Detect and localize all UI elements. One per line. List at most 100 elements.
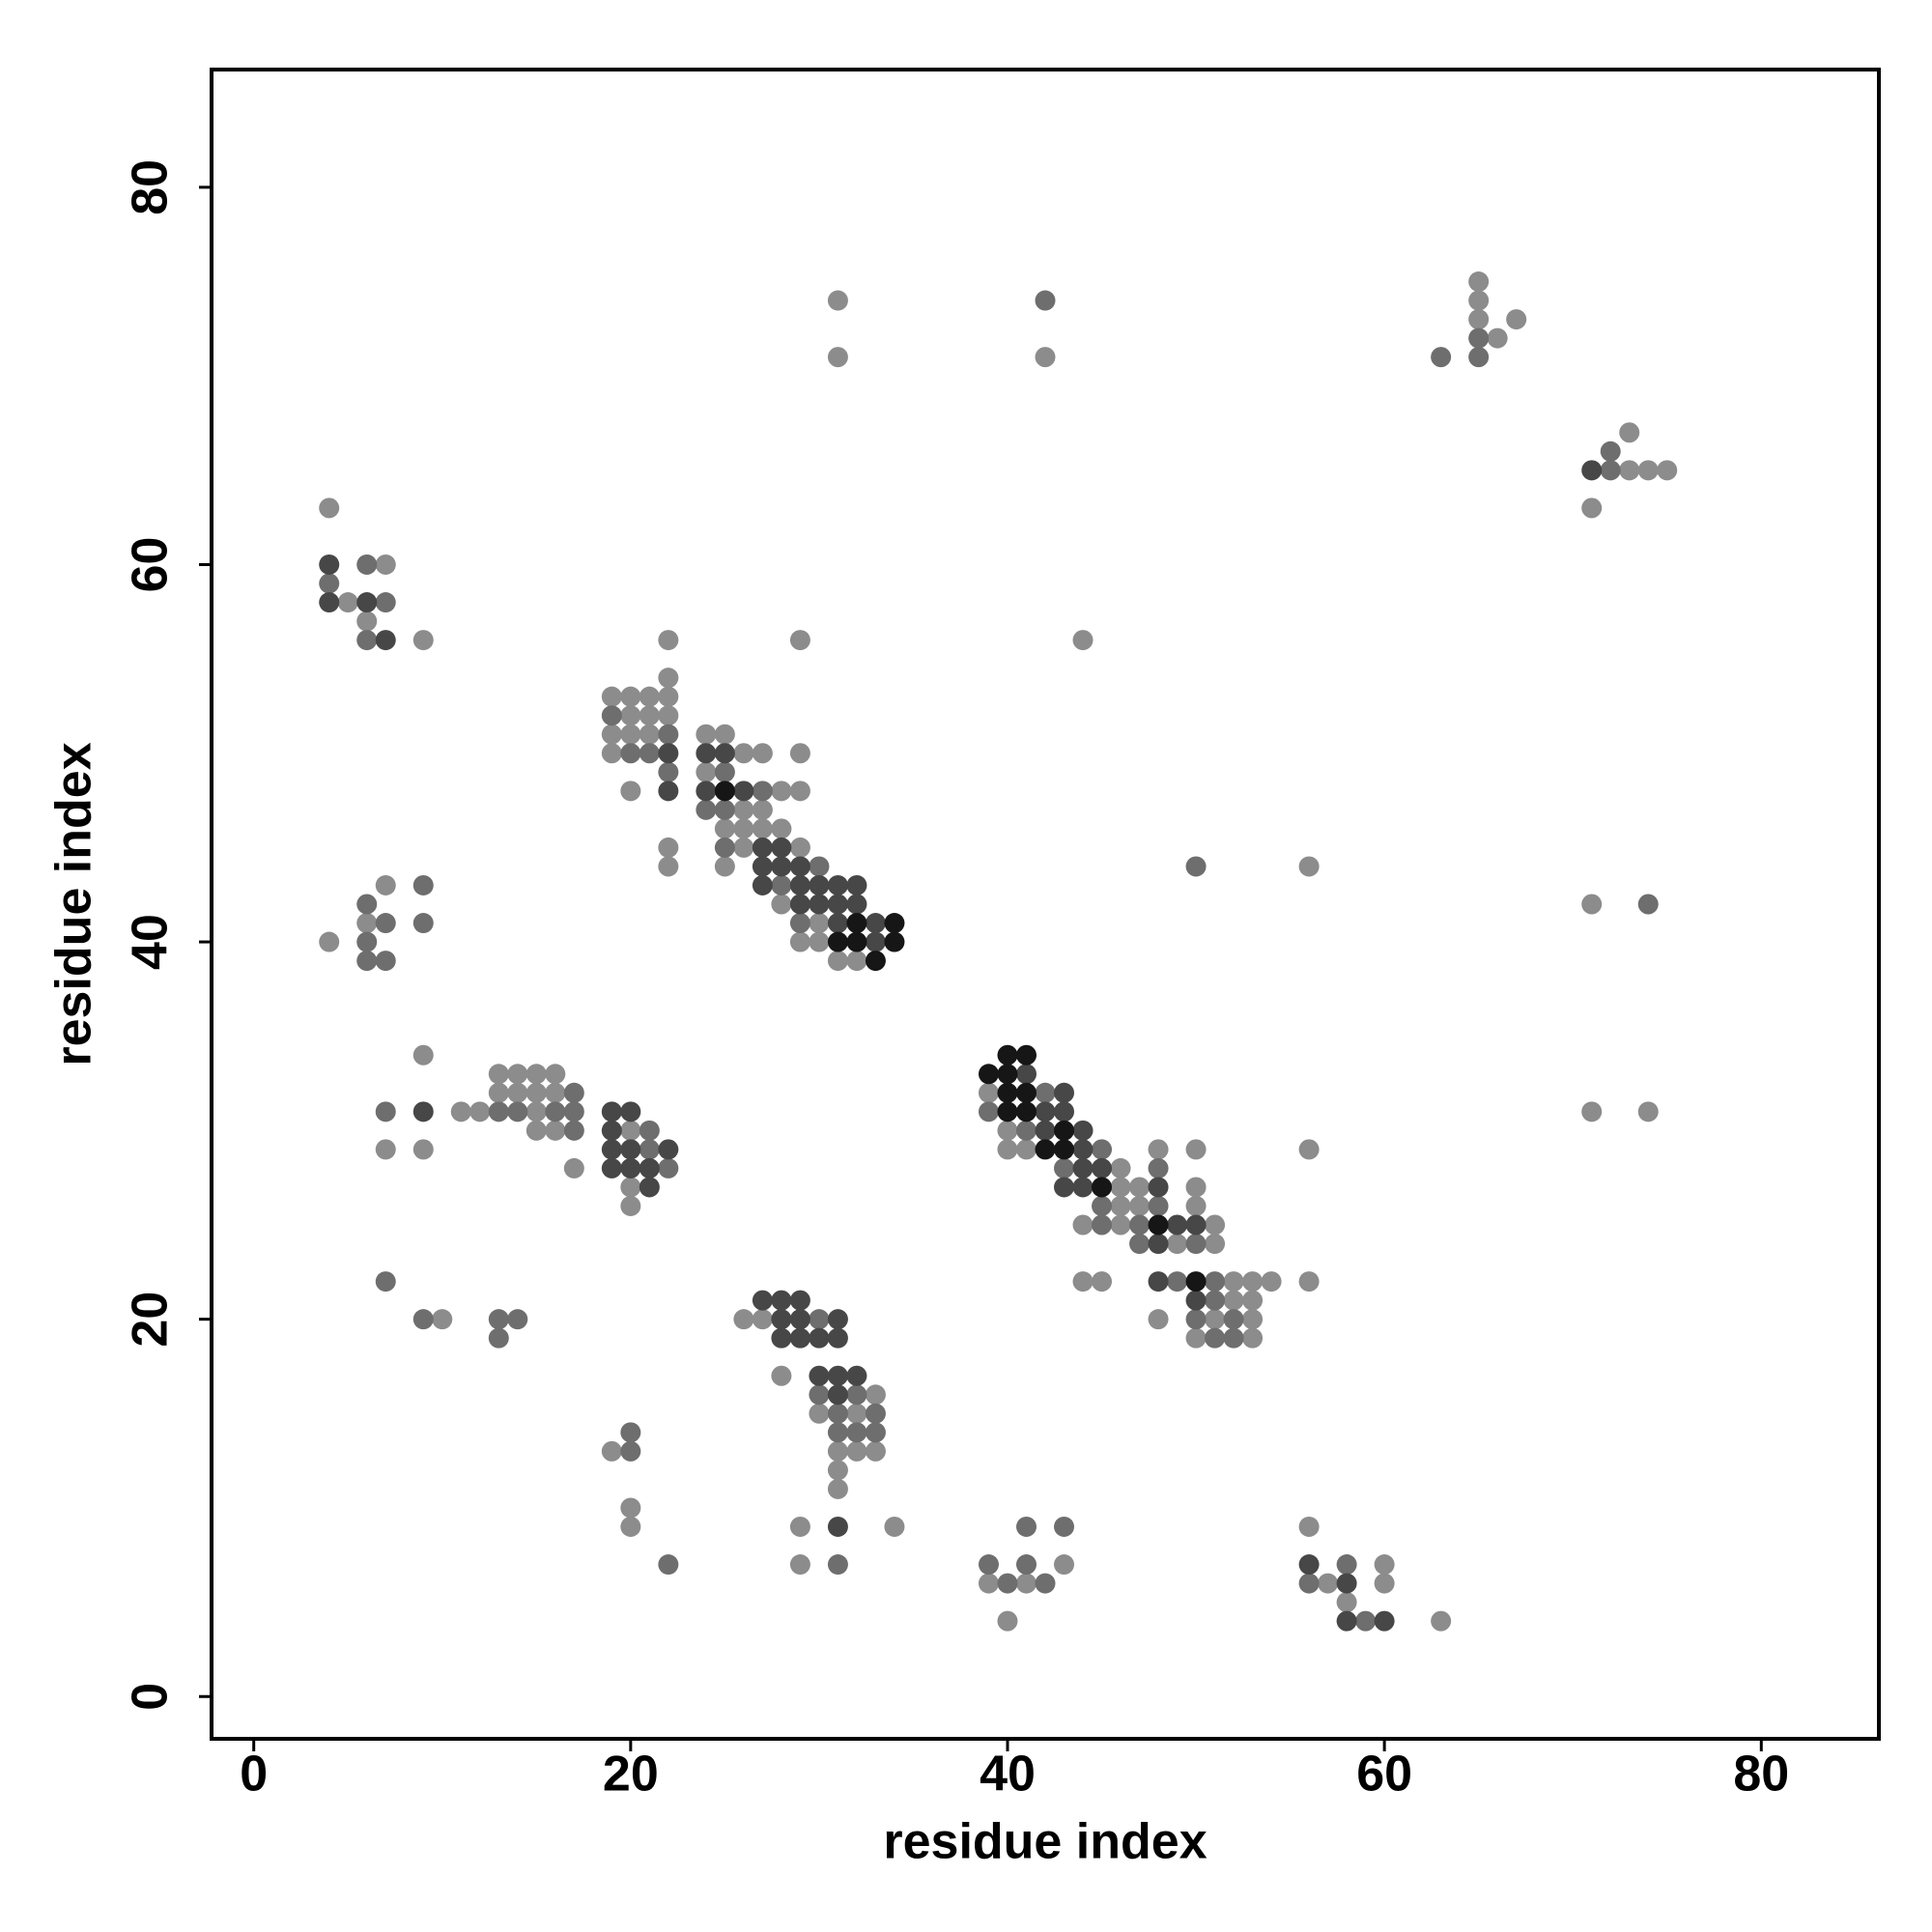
point xyxy=(356,951,378,972)
point xyxy=(771,1365,792,1386)
point xyxy=(412,1139,434,1160)
point xyxy=(319,554,340,575)
point xyxy=(601,1440,622,1462)
point xyxy=(375,951,396,972)
point xyxy=(714,856,735,877)
point xyxy=(846,1403,867,1424)
point xyxy=(1054,1554,1075,1576)
point xyxy=(356,913,378,934)
point xyxy=(1298,1271,1320,1293)
point xyxy=(1148,1271,1169,1293)
point xyxy=(1167,1234,1188,1255)
point xyxy=(1054,1082,1075,1103)
point xyxy=(620,686,641,707)
point xyxy=(827,874,848,895)
point xyxy=(1148,1234,1169,1255)
y-tick-label: 20 xyxy=(123,1292,179,1348)
point xyxy=(827,1327,848,1349)
point xyxy=(639,1177,660,1198)
point xyxy=(771,781,792,802)
point xyxy=(1054,1120,1075,1141)
point xyxy=(658,668,679,689)
point xyxy=(884,931,905,952)
point xyxy=(809,1365,830,1386)
point xyxy=(865,1440,886,1462)
point xyxy=(733,799,754,820)
point xyxy=(809,874,830,895)
point xyxy=(884,913,905,934)
point xyxy=(563,1101,584,1122)
point xyxy=(1072,1177,1094,1198)
point xyxy=(319,592,340,613)
point xyxy=(997,1064,1018,1085)
point xyxy=(827,894,848,915)
point xyxy=(620,781,641,802)
point xyxy=(884,1516,905,1537)
point xyxy=(620,1497,641,1519)
point xyxy=(1035,1082,1056,1103)
point xyxy=(620,1120,641,1141)
point xyxy=(1298,1554,1320,1576)
point xyxy=(526,1101,547,1122)
point xyxy=(733,743,754,764)
point xyxy=(469,1101,491,1122)
point xyxy=(1637,1101,1659,1122)
point xyxy=(1185,1309,1207,1330)
point xyxy=(733,837,754,858)
point xyxy=(1015,1082,1037,1103)
point xyxy=(752,781,773,802)
point xyxy=(1092,1177,1113,1198)
point xyxy=(412,874,434,895)
point xyxy=(658,856,679,877)
point xyxy=(865,1403,886,1424)
point xyxy=(620,1157,641,1179)
point xyxy=(1637,894,1659,915)
point xyxy=(827,1554,848,1576)
point xyxy=(412,630,434,651)
point xyxy=(696,724,717,745)
point xyxy=(1110,1214,1131,1236)
point xyxy=(1355,1610,1377,1632)
point xyxy=(545,1120,566,1141)
point xyxy=(601,724,622,745)
point xyxy=(1581,460,1603,481)
point xyxy=(846,931,867,952)
point xyxy=(375,630,396,651)
point xyxy=(1035,1120,1056,1141)
point xyxy=(1223,1327,1244,1349)
point xyxy=(789,856,810,877)
point xyxy=(1035,1101,1056,1122)
point xyxy=(1600,460,1621,481)
point xyxy=(846,913,867,934)
point xyxy=(752,799,773,820)
point xyxy=(488,1309,509,1330)
point xyxy=(639,724,660,745)
point xyxy=(1374,1554,1395,1576)
point xyxy=(375,874,396,895)
point xyxy=(997,1044,1018,1065)
point xyxy=(1619,422,1640,443)
point xyxy=(658,724,679,745)
point xyxy=(1148,1195,1169,1216)
point xyxy=(356,630,378,651)
point xyxy=(375,1139,396,1160)
point xyxy=(733,781,754,802)
point xyxy=(714,724,735,745)
point xyxy=(620,1177,641,1198)
point xyxy=(1468,347,1490,368)
point xyxy=(563,1120,584,1141)
point xyxy=(545,1082,566,1103)
point xyxy=(1242,1290,1264,1311)
point xyxy=(827,347,848,368)
point xyxy=(809,1384,830,1406)
point xyxy=(356,611,378,632)
point xyxy=(1035,347,1056,368)
point xyxy=(789,931,810,952)
point xyxy=(789,874,810,895)
point xyxy=(809,856,830,877)
point xyxy=(1148,1214,1169,1236)
point xyxy=(1015,1064,1037,1085)
point xyxy=(1015,1120,1037,1141)
point xyxy=(639,1120,660,1141)
point xyxy=(1185,1139,1207,1160)
